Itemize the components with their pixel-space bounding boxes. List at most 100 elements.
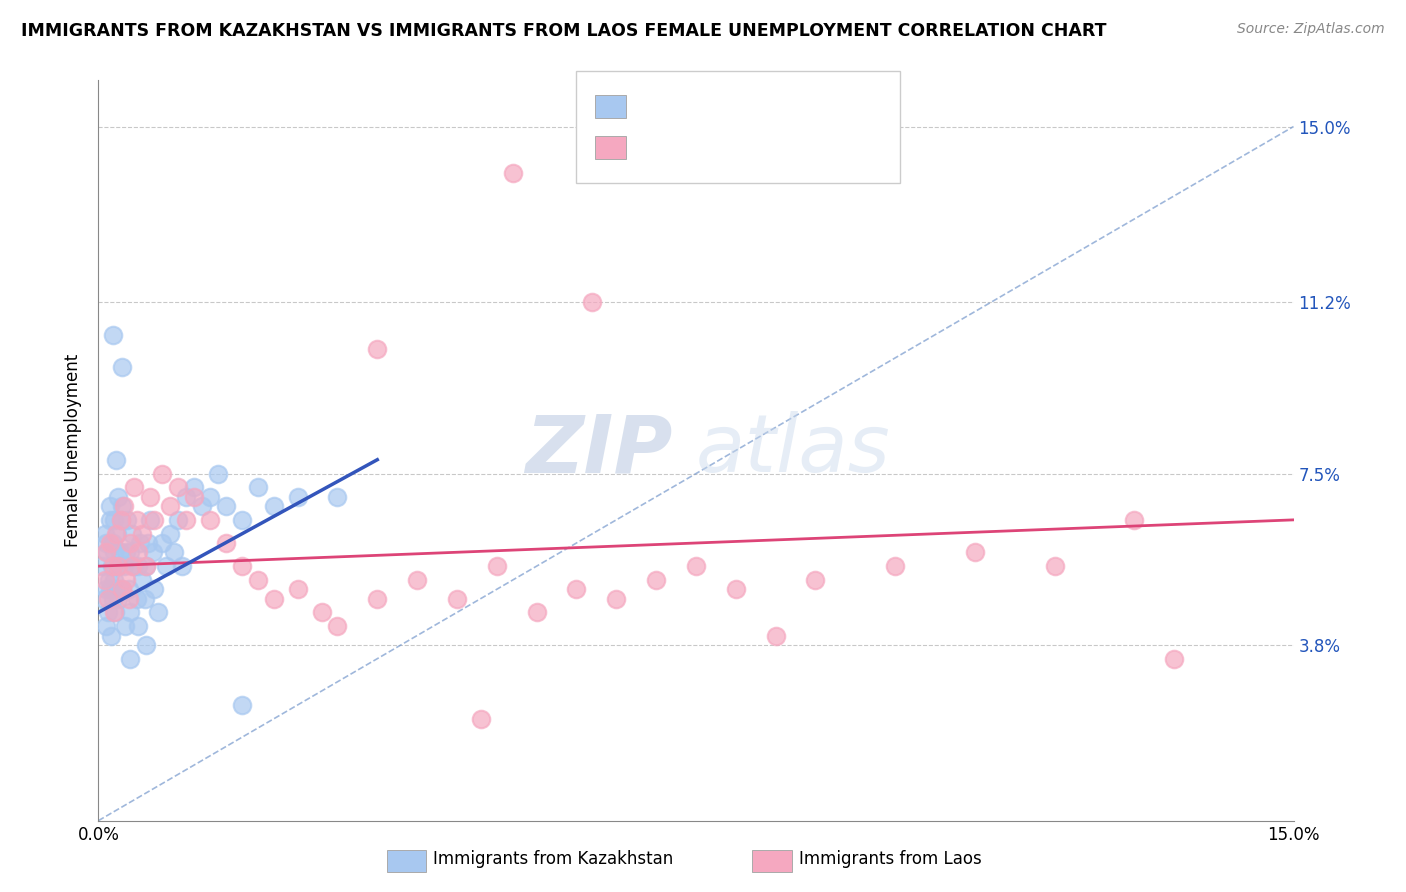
Point: [131, 526, 153, 541]
Point: [163, 545, 186, 559]
Point: [159, 499, 181, 513]
Point: [311, 606, 333, 620]
Point: [685, 559, 707, 574]
Point: [107, 490, 129, 504]
Point: [101, 559, 124, 574]
Point: [98, 582, 122, 597]
Point: [172, 559, 194, 574]
Point: [135, 559, 157, 574]
Point: [645, 573, 668, 587]
Point: [502, 166, 524, 180]
Point: [263, 499, 285, 513]
Point: [207, 467, 229, 481]
Point: [1123, 513, 1146, 527]
Point: [115, 513, 138, 527]
Point: [111, 360, 134, 375]
Point: [118, 582, 141, 597]
Point: [98, 536, 122, 550]
Point: [135, 559, 157, 574]
Point: [565, 582, 588, 597]
Point: [112, 499, 135, 513]
Point: [198, 490, 221, 504]
Point: [765, 628, 787, 642]
Point: [215, 536, 238, 550]
Point: [107, 559, 129, 574]
Point: [115, 573, 138, 587]
Point: [118, 591, 141, 606]
Point: [246, 480, 269, 494]
Point: [174, 513, 197, 527]
Text: R = 0.045   N = 56: R = 0.045 N = 56: [633, 129, 803, 147]
Point: [100, 628, 122, 642]
Point: [96, 545, 118, 559]
Point: [115, 545, 138, 559]
Point: [114, 619, 136, 633]
Point: [326, 490, 349, 504]
Point: [101, 327, 124, 342]
Point: [174, 490, 197, 504]
Point: [112, 559, 135, 574]
Point: [136, 536, 159, 550]
Point: [104, 606, 127, 620]
Text: ZIP: ZIP: [524, 411, 672, 490]
Point: [366, 591, 388, 606]
Text: Immigrants from Kazakhstan: Immigrants from Kazakhstan: [433, 850, 673, 868]
Point: [98, 499, 122, 513]
Point: [121, 559, 143, 574]
Point: [98, 513, 121, 527]
Point: [104, 526, 127, 541]
Point: [148, 606, 170, 620]
Point: [97, 606, 120, 620]
Point: [121, 526, 143, 541]
Point: [366, 342, 388, 356]
Point: [108, 545, 131, 559]
Point: [139, 513, 162, 527]
Point: [406, 573, 429, 587]
Point: [183, 480, 205, 494]
Point: [97, 573, 120, 587]
Point: [103, 606, 125, 620]
Point: [1163, 651, 1185, 665]
Point: [96, 536, 118, 550]
Point: [107, 591, 129, 606]
Point: [101, 591, 124, 606]
Point: [94, 582, 117, 597]
Point: [94, 573, 117, 587]
Point: [124, 559, 146, 574]
Point: [884, 559, 907, 574]
Point: [103, 573, 125, 587]
Point: [104, 452, 127, 467]
Point: [150, 467, 173, 481]
Point: [142, 545, 165, 559]
Point: [128, 536, 150, 550]
Point: [143, 513, 166, 527]
Text: R = 0.267   N = 73: R = 0.267 N = 73: [633, 87, 803, 104]
Point: [105, 526, 128, 541]
Point: [104, 582, 127, 597]
Point: [581, 295, 603, 310]
Point: [120, 536, 142, 550]
Point: [120, 651, 142, 665]
Point: [167, 513, 190, 527]
Point: [111, 499, 134, 513]
Point: [231, 513, 253, 527]
Point: [263, 591, 285, 606]
Y-axis label: Female Unemployment: Female Unemployment: [65, 354, 83, 547]
Point: [246, 573, 269, 587]
Point: [215, 499, 238, 513]
Point: [127, 619, 149, 633]
Point: [526, 606, 548, 620]
Point: [124, 480, 146, 494]
Point: [103, 513, 125, 527]
Point: [287, 582, 309, 597]
Point: [963, 545, 986, 559]
Point: [120, 545, 142, 559]
Point: [131, 573, 153, 587]
Point: [110, 513, 132, 527]
Point: [485, 559, 508, 574]
Point: [198, 513, 221, 527]
Point: [111, 582, 134, 597]
Point: [127, 545, 149, 559]
Point: [135, 638, 157, 652]
Point: [96, 619, 118, 633]
